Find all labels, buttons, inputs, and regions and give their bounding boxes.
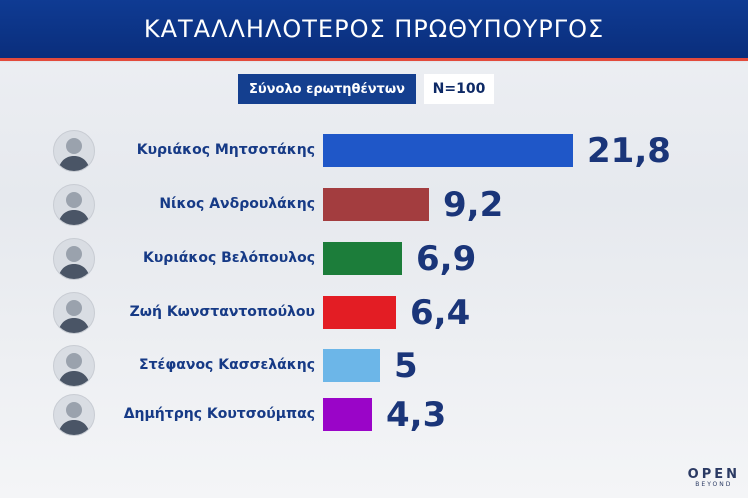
category-label: Ζωή Κωνσταντοπούλου — [129, 304, 315, 320]
category-label: Κυριάκος Βελόπουλος — [143, 250, 315, 266]
chart-row: Ζωή Κωνσταντοπούλου 6,4 — [0, 290, 748, 336]
data-label: 6,9 — [416, 239, 477, 279]
candidate-avatar-icon — [53, 130, 95, 172]
chart-row: Νίκος Ανδρουλάκης 9,2 — [0, 182, 748, 228]
bar — [323, 242, 402, 275]
channel-logo: OPEN BEYOND — [688, 467, 740, 488]
bar — [323, 134, 573, 167]
chart-title: ΚΑΤΑΛΛΗΛΟΤΕΡΟΣ ΠΡΩΘΥΠΟΥΡΓΟΣ — [143, 15, 605, 43]
candidate-avatar-icon — [53, 184, 95, 226]
candidate-avatar-icon — [53, 238, 95, 280]
data-label: 9,2 — [443, 185, 504, 225]
candidate-avatar-icon — [53, 394, 95, 436]
candidate-avatar-icon — [53, 292, 95, 334]
bar — [323, 398, 372, 431]
chart-row: Κυριάκος Μητσοτάκης 21,8 — [0, 128, 748, 174]
data-label: 6,4 — [410, 293, 471, 333]
candidate-avatar-icon — [53, 345, 95, 387]
bar — [323, 296, 396, 329]
chart-row: Κυριάκος Βελόπουλος 6,9 — [0, 236, 748, 282]
sample-info: Σύνολο ερωτηθέντων N=100 — [238, 74, 494, 104]
sample-size: N=100 — [424, 74, 494, 104]
logo-main-text: OPEN — [687, 467, 740, 482]
chart-row: Στέφανος Κασσελάκης 5 — [0, 343, 748, 389]
category-label: Στέφανος Κασσελάκης — [139, 357, 315, 373]
data-label: 21,8 — [587, 131, 671, 171]
data-label: 5 — [394, 346, 418, 386]
bar — [323, 188, 429, 221]
chart-row: Δημήτρης Κουτσούμπας 4,3 — [0, 392, 748, 438]
bar — [323, 349, 380, 382]
category-label: Νίκος Ανδρουλάκης — [159, 196, 315, 212]
category-label: Κυριάκος Μητσοτάκης — [136, 142, 315, 158]
category-label: Δημήτρης Κουτσούμπας — [123, 406, 315, 422]
header-banner: ΚΑΤΑΛΛΗΛΟΤΕΡΟΣ ΠΡΩΘΥΠΟΥΡΓΟΣ — [0, 0, 748, 58]
sample-label: Σύνολο ερωτηθέντων — [238, 74, 416, 104]
data-label: 4,3 — [386, 395, 447, 435]
logo-sub-text: BEYOND — [695, 481, 733, 488]
header-accent-line — [0, 58, 748, 61]
